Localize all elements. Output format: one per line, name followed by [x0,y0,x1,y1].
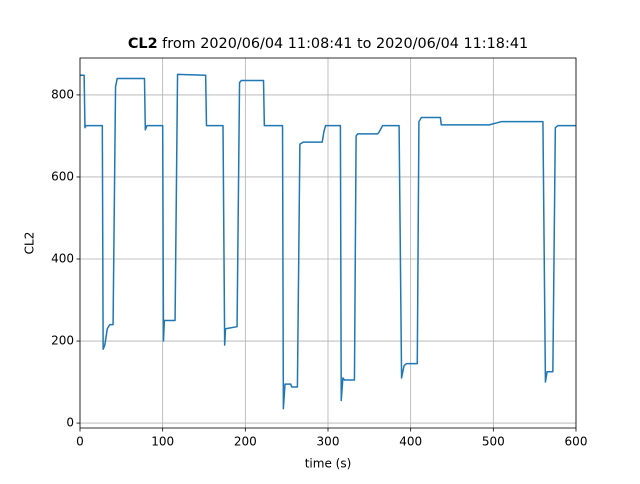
title-text: from 2020/06/04 11:08:41 to 2020/06/04 1… [162,36,528,52]
y-tick-label: 0 [66,416,74,430]
y-tick-label: 800 [51,87,74,101]
title-bold: CL2 [128,36,158,52]
x-tick-label: 0 [76,435,84,449]
x-tick-label: 500 [482,435,505,449]
x-tick-label: 200 [234,435,257,449]
y-tick-label: 600 [51,169,74,183]
x-axis-label: time (s) [305,457,352,471]
y-axis-label: CL2 [23,232,37,255]
data-line [80,73,576,410]
y-tick-label: 200 [51,334,74,348]
y-tick-label: 400 [51,251,74,265]
x-tick-label: 100 [151,435,174,449]
x-tick-label: 300 [317,435,340,449]
x-tick-label: 400 [399,435,422,449]
chart-title: CL2 from 2020/06/04 11:08:41 to 2020/06/… [128,36,528,52]
x-tick-label: 600 [565,435,588,449]
plot [80,73,576,410]
